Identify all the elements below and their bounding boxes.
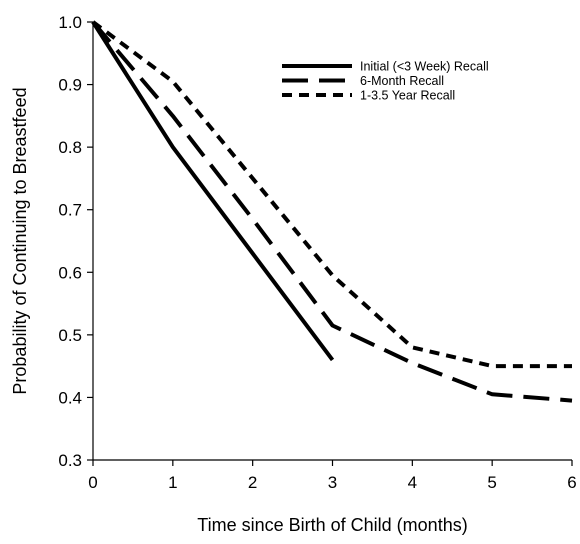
x-axis-title: Time since Birth of Child (months): [197, 515, 467, 535]
y-tick-label: 0.4: [58, 388, 82, 407]
x-tick-label: 1: [168, 473, 177, 492]
series-line-3: [91, 20, 572, 369]
series-layer: [91, 20, 573, 403]
x-tick-label: 3: [328, 473, 337, 492]
y-axis-title: Probability of Continuing to Breastfeed: [10, 87, 30, 394]
series-line-1: [91, 20, 335, 362]
y-tick-label: 0.8: [58, 138, 82, 157]
series-line-2: [91, 20, 573, 403]
y-tick-label: 0.5: [58, 326, 82, 345]
y-tick-label: 0.3: [58, 451, 82, 470]
y-tick-label: 0.6: [58, 263, 82, 282]
x-tick-label: 5: [487, 473, 496, 492]
y-tick-label: 1.0: [58, 13, 82, 32]
y-tick-label: 0.9: [58, 76, 82, 95]
x-tick-label: 0: [88, 473, 97, 492]
axes: 0.3 0.4 0.5 0.6 0.7 0.8 0.9 1.0 0 1 2 3 4 5 6: [58, 13, 576, 492]
legend-label-2: 6-Month Recall: [360, 74, 444, 88]
legend-label-1: Initial (<3 Week) Recall: [360, 60, 489, 74]
x-tick-label: 6: [567, 473, 576, 492]
x-tick-label: 4: [408, 473, 417, 492]
y-tick-label: 0.7: [58, 201, 82, 220]
x-tick-label: 2: [248, 473, 257, 492]
legend-label-3: 1-3.5 Year Recall: [360, 89, 455, 103]
